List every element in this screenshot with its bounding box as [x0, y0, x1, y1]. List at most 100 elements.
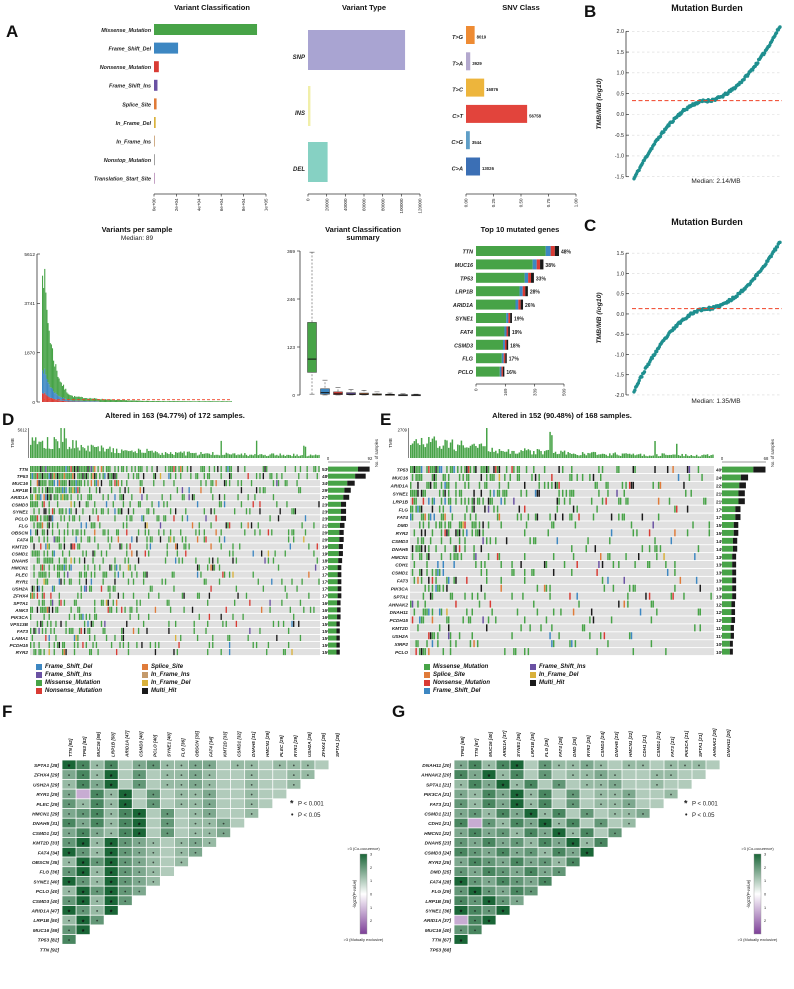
mutation-cell	[410, 489, 412, 497]
row-label: FAT4 [28]	[430, 879, 452, 885]
mutation-cell	[43, 480, 45, 487]
mutation-cell	[257, 522, 259, 529]
mutation-cell	[142, 487, 145, 494]
mutation-cell	[674, 529, 676, 537]
mutation-cell	[232, 613, 234, 620]
significance-dot	[292, 774, 295, 777]
mutation-cell	[195, 557, 197, 564]
cell	[55, 364, 57, 393]
mutation-cell	[67, 529, 69, 536]
mutation-cell	[469, 466, 472, 474]
mutation-cell	[453, 561, 455, 569]
mutation-cell	[156, 466, 158, 473]
tmb-bar	[159, 454, 162, 458]
mutation-cell	[97, 543, 99, 550]
tmb-bar	[178, 452, 180, 458]
mutation-cell	[316, 543, 318, 550]
panel-letter-e: E	[380, 410, 392, 429]
tmb-bar	[191, 452, 194, 458]
bar-segment	[476, 246, 546, 256]
mutation-cell	[129, 543, 131, 550]
mutation-cell	[121, 543, 123, 550]
tmb-bar	[104, 451, 106, 458]
mutation-cell	[482, 466, 484, 474]
mutation-cell	[213, 564, 216, 571]
mutation-cell	[115, 564, 118, 571]
mutation-cell	[50, 627, 52, 634]
mutation-cell	[240, 522, 243, 529]
mutation-cell	[131, 571, 133, 578]
cell	[78, 396, 80, 401]
mutation-cell	[70, 578, 72, 585]
significance-dot	[474, 910, 476, 912]
cell	[228, 401, 230, 402]
pct-label: 15%	[322, 629, 332, 634]
mutation-cell	[289, 606, 291, 613]
tmb-bar	[293, 453, 295, 458]
mutation-cell	[114, 571, 116, 578]
samples-tick: 68	[764, 456, 769, 461]
legend-swatch-icon	[424, 672, 430, 678]
classification-summary-chart: Variant Classification summary 0 123 246 36…	[270, 225, 428, 416]
mutation-cell	[30, 487, 32, 494]
pct-label: 23%	[322, 502, 332, 507]
cell	[69, 395, 71, 401]
mutation-cell	[137, 529, 140, 536]
mutation-cell	[158, 529, 160, 536]
cell	[87, 401, 89, 402]
mutation-cell	[480, 473, 483, 481]
count-bar	[337, 572, 342, 578]
heatmap-cell	[594, 828, 608, 838]
mutation-cell	[129, 501, 131, 508]
mutation-cell	[429, 513, 432, 521]
mutation-cell	[213, 508, 216, 515]
mutation-cell	[527, 648, 530, 656]
mutation-cell	[127, 641, 130, 649]
cell	[89, 400, 91, 402]
gene-label: KMT2D	[392, 626, 409, 631]
tmb-bar	[571, 453, 573, 458]
mutation-cell	[85, 578, 87, 585]
gene-label: ZFHX4	[12, 594, 28, 599]
mutation-cell	[80, 627, 82, 634]
mutation-cell	[63, 641, 66, 649]
significance-dot	[460, 783, 462, 786]
mutation-cell	[41, 501, 44, 508]
mutation-cell	[158, 501, 160, 508]
mutation-cell	[43, 494, 45, 501]
mutation-cell	[466, 473, 468, 481]
row-label: RYR2 [25]	[428, 860, 451, 866]
tmb-bar	[694, 456, 696, 458]
cell	[59, 396, 61, 401]
heatmap-cell	[104, 838, 118, 847]
heatmap-cell	[580, 789, 594, 799]
mutation-cell	[446, 466, 448, 474]
mutation-cell	[455, 600, 457, 608]
tmb-bar	[213, 455, 216, 458]
mutation-cell	[163, 515, 165, 522]
mutation-cell	[30, 536, 32, 543]
mutation-cell	[102, 599, 104, 606]
significance-dot	[600, 793, 602, 796]
significance-dot	[474, 832, 476, 835]
mutation-cell	[75, 508, 77, 515]
colorbar-tick: 0	[370, 893, 372, 897]
column-label: DNAH11 [20]	[726, 729, 731, 757]
y-tick-label: 0	[32, 400, 35, 406]
sig-label: P < 0.001	[692, 802, 718, 808]
cell	[57, 376, 59, 396]
mutation-cell	[419, 473, 421, 481]
tmb-bar	[603, 453, 606, 458]
mutation-cell	[198, 522, 200, 529]
gene-label: FAT4	[397, 515, 409, 520]
significance-dot	[530, 871, 532, 874]
mutation-cell	[36, 606, 39, 613]
mutation-cell	[48, 487, 50, 494]
tmb-bar	[161, 452, 163, 458]
mutation-cell	[420, 466, 423, 474]
mutation-cell	[109, 564, 111, 571]
tmb-bar	[628, 453, 631, 458]
mutation-cell	[498, 481, 501, 489]
mutation-cell	[296, 585, 298, 592]
